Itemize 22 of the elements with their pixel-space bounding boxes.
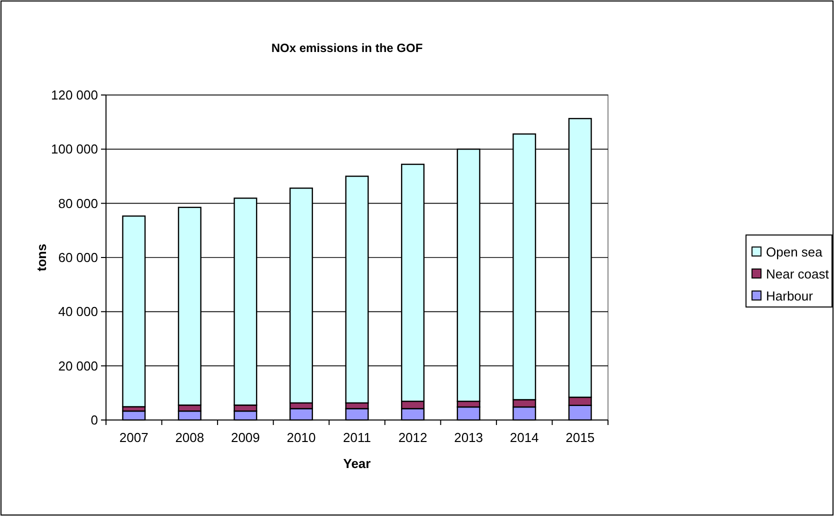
x-tick-label: 2008 [175, 430, 204, 445]
y-tick-label: 80 000 [58, 196, 98, 211]
x-tick-label: 2009 [230, 430, 260, 445]
chart-title: NOx emissions in the GOF [271, 41, 423, 55]
y-tick-label: 60 000 [58, 250, 98, 266]
x-tick-label: 2015 [566, 430, 595, 445]
legend-label: Harbour [766, 288, 814, 304]
y-tick-label: 40 000 [58, 304, 98, 320]
y-tick-label: 0 [90, 412, 98, 428]
x-axis-title: Year [343, 456, 371, 471]
x-tick-label: 2014 [510, 430, 539, 445]
legend-label: Open sea [766, 244, 824, 260]
legend-label: Near coast [766, 266, 830, 282]
x-tick-label: 2011 [343, 430, 371, 445]
x-tick-label: 2013 [454, 430, 484, 445]
x-tick-label: 2012 [398, 430, 428, 445]
y-tick-label: 120 000 [51, 88, 98, 103]
y-axis-title: tons [34, 244, 49, 272]
y-tick-label: 20 000 [58, 358, 98, 374]
y-tick-label: 100 000 [51, 142, 98, 157]
x-tick-label: 2010 [286, 430, 316, 445]
x-tick-label: 2007 [119, 430, 148, 445]
